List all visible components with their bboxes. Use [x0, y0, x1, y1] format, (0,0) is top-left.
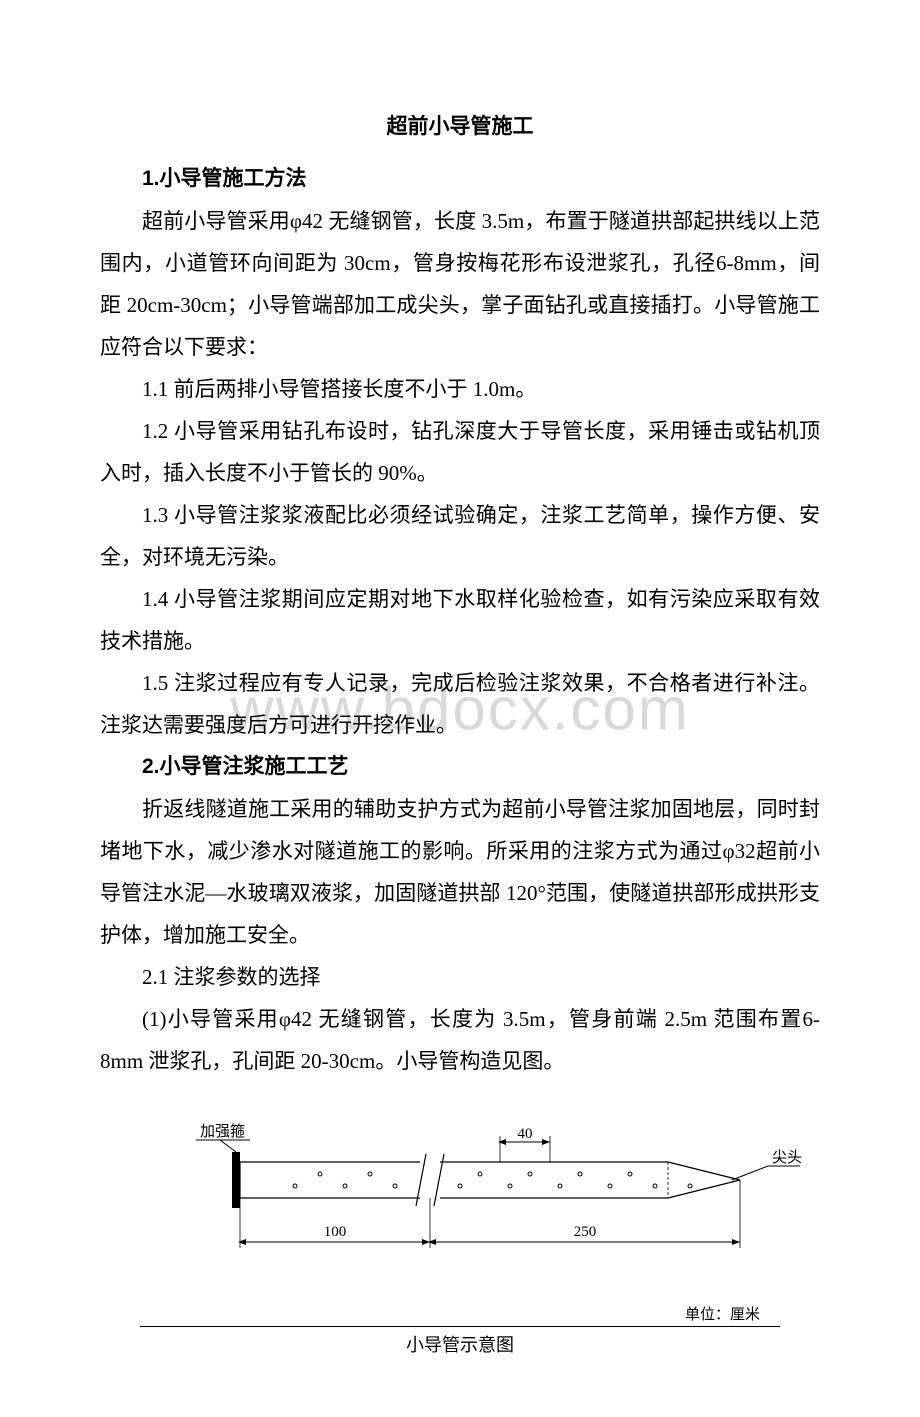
para-1-1: 1.1 前后两排小导管搭接长度不小于 1.0m。: [100, 368, 820, 410]
svg-text:加强箍: 加强箍: [200, 1123, 245, 1140]
section-1-heading: 1.小导管施工方法: [100, 158, 820, 200]
para-2-0: 折返线隧道施工采用的辅助支护方式为超前小导管注浆加固地层，同时封堵地下水，减少渗…: [100, 788, 820, 956]
diagram-separator: [140, 1326, 780, 1327]
document-content: 超前小导管施工 1.小导管施工方法 超前小导管采用φ42 无缝钢管，长度 3.5…: [100, 110, 820, 1357]
para-2-1: 2.1 注浆参数的选择: [100, 956, 820, 998]
svg-text:100: 100: [324, 1224, 347, 1240]
para-1-0: 超前小导管采用φ42 无缝钢管，长度 3.5m，布置于隧道拱部起拱线以上范围内，…: [100, 200, 820, 368]
svg-text:40: 40: [518, 1126, 533, 1142]
svg-text:尖头: 尖头: [772, 1149, 802, 1166]
document-title: 超前小导管施工: [100, 110, 820, 140]
para-1-5: 1.5 注浆过程应有专人记录，完成后检验注浆效果，不合格者进行补注。注浆达需要强…: [100, 662, 820, 746]
para-2-2: (1)小导管采用φ42 无缝钢管，长度为 3.5m，管身前端 2.5m 范围布置…: [100, 998, 820, 1082]
diagram-unit-label: 单位：厘米: [100, 1303, 820, 1324]
para-1-3: 1.3 小导管注浆浆液配比必须经试验确定，注浆工艺简单，操作方便、安全，对环境无…: [100, 494, 820, 578]
pipe-diagram: 加强箍尖头 40 100 250: [100, 1112, 820, 1292]
diagram-caption: 小导管示意图: [100, 1331, 820, 1357]
section-2-heading: 2.小导管注浆施工工艺: [100, 746, 820, 788]
svg-text:250: 250: [574, 1224, 597, 1240]
para-1-2: 1.2 小导管采用钻孔布设时，钻孔深度大于导管长度，采用锤击或钻机顶入时，插入长…: [100, 410, 820, 494]
diagram-container: 加强箍尖头 40 100 250 单位：厘米 小导管示意图: [100, 1112, 820, 1357]
para-1-4: 1.4 小导管注浆期间应定期对地下水取样化验检查，如有污染应采取有效技术措施。: [100, 578, 820, 662]
